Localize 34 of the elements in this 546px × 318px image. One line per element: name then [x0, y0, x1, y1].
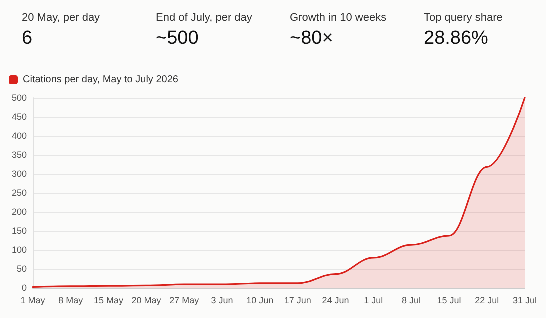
y-tick-label: 50: [16, 264, 27, 274]
x-tick-label: 31 Jul: [512, 296, 538, 306]
text: Top query share: [424, 12, 503, 24]
x-tick-label: 24 Jun: [322, 296, 350, 306]
x-tick-label: 8 May: [58, 296, 84, 306]
y-tick-label: 500: [12, 93, 27, 103]
legend-label: Citations per day, May to July 2026: [23, 74, 179, 86]
y-tick-label: 200: [12, 207, 27, 217]
text: End of July, per day: [156, 12, 252, 24]
y-tick-label: 150: [12, 226, 27, 236]
x-tick-label: 8 Jul: [402, 296, 421, 306]
text: 28.86%: [424, 28, 490, 50]
y-tick-label: 0: [22, 283, 27, 293]
x-tick-label: 17 Jun: [284, 296, 312, 306]
text: 6: [22, 28, 34, 50]
x-tick-label: 10 Jun: [246, 296, 274, 306]
text: 20 May, per day: [22, 12, 100, 24]
x-tick-label: 1 Jul: [364, 296, 384, 306]
x-tick-label: 1 May: [20, 296, 46, 306]
y-tick-label: 250: [12, 188, 27, 198]
y-tick-label: 350: [12, 150, 27, 160]
x-tick-label: 22 Jul: [475, 296, 500, 306]
text: ~80×: [290, 28, 334, 50]
x-tick-label: 15 May: [94, 296, 124, 306]
y-tick-label: 300: [12, 169, 27, 179]
x-tick-label: 20 May: [132, 296, 162, 306]
x-tick-label: 27 May: [170, 296, 200, 306]
text: Growth in 10 weeks: [290, 12, 387, 24]
y-tick-label: 450: [12, 112, 27, 122]
y-tick-label: 400: [12, 131, 27, 141]
y-tick-label: 100: [12, 245, 27, 255]
text: ~500: [156, 28, 200, 50]
x-tick-label: 15 Jul: [437, 296, 462, 306]
x-tick-label: 3 Jun: [211, 296, 234, 306]
